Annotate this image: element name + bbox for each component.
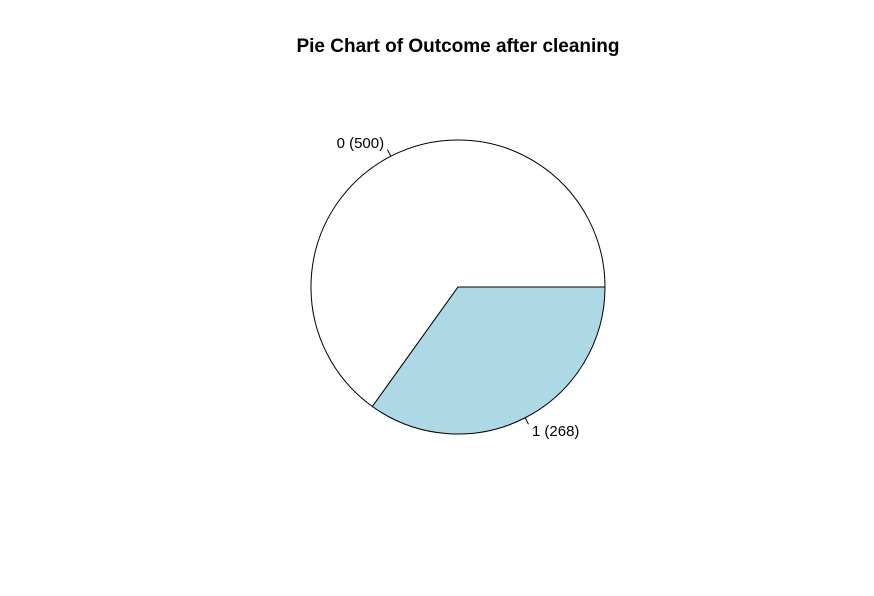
pie-label-1: 1 (268) xyxy=(532,423,580,440)
pie-slice-1 xyxy=(371,286,606,435)
pie-labels: 0 (500) 1 (268) xyxy=(337,135,580,440)
pie-label-tick-1 xyxy=(524,417,529,425)
pie-slices xyxy=(310,139,606,435)
pie-label-0: 0 (500) xyxy=(337,135,385,152)
pie-label-tick-0 xyxy=(387,149,392,157)
chart-title: Pie Chart of Outcome after cleaning xyxy=(296,36,619,57)
